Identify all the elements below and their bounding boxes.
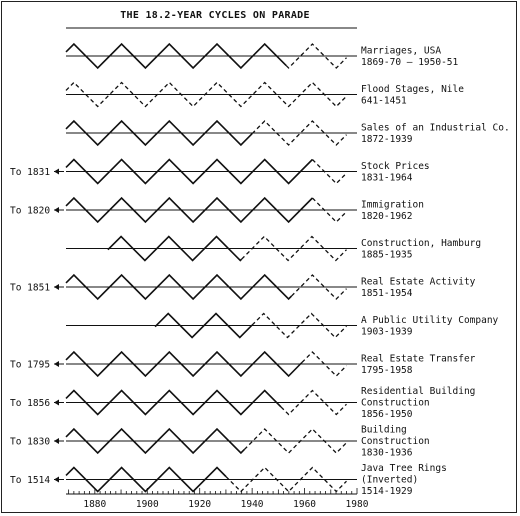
series-date-range: 1831-1964 <box>361 172 413 183</box>
series-line-solid <box>65 350 303 378</box>
series-date-range: 1856-1950 <box>361 409 413 420</box>
series-name: Immigration <box>361 199 424 210</box>
series-line-dashed <box>251 312 347 339</box>
series-name: Construction <box>361 436 430 447</box>
chart-title: THE 18.2-YEAR CYCLES ON PARADE <box>120 10 310 21</box>
series-name: (Inverted) <box>361 475 418 486</box>
series-date-range: 1851-1954 <box>361 288 413 299</box>
series-date-range: 1869-70 — 1950-51 <box>361 57 459 68</box>
series-line-dashed <box>291 274 347 300</box>
series-arrow-label: To 1851 <box>10 283 50 294</box>
series-date-range: 1885-1935 <box>361 249 412 260</box>
x-tick-label: 1900 <box>136 499 159 510</box>
series-name: Stock Prices <box>361 161 430 172</box>
series-date-range: 641-1451 <box>361 95 407 106</box>
series-row: Sales of an Industrial Co.1872-1939 <box>65 119 510 147</box>
series-arrow-label: To 1831 <box>10 167 50 178</box>
series-name: Construction, Hamburg <box>361 238 481 249</box>
arrow-left-icon <box>54 168 59 175</box>
series-line-dashed <box>251 120 347 146</box>
series-name: Flood Stages, Nile <box>361 84 464 95</box>
arrow-left-icon <box>54 284 59 290</box>
series-arrow-label: To 1795 <box>10 360 50 371</box>
series-date-range: 1820-1962 <box>361 211 412 222</box>
series-line-solid <box>65 466 227 493</box>
x-tick-label: 1920 <box>188 499 211 510</box>
series-line-dashed <box>311 197 347 223</box>
series-line-dashed <box>241 235 347 262</box>
series-line-solid <box>107 235 243 262</box>
series-line-dashed <box>243 428 347 454</box>
series-date-range: 1903-1939 <box>361 326 413 337</box>
series-line-dashed <box>280 389 347 416</box>
series-name: Marriages, USA <box>361 45 441 56</box>
x-tick-label: 1960 <box>293 499 316 510</box>
series-line-solid <box>65 273 293 301</box>
series-date-range: 1872-1939 <box>361 134 413 145</box>
series-name: Real Estate Transfer <box>361 353 476 364</box>
arrow-left-icon <box>54 476 59 483</box>
series-arrow-label: To 1830 <box>10 437 50 448</box>
series-line-solid <box>65 42 287 70</box>
x-tick-label: 1940 <box>241 499 264 510</box>
series-name: Sales of an Industrial Co. <box>361 122 510 133</box>
series-line-solid <box>65 427 245 455</box>
series-line-dashed <box>311 159 347 185</box>
series-row: To 1514 Java Tree Rings(Inverted)1514-192… <box>10 463 447 497</box>
arrow-left-icon <box>54 207 59 213</box>
series-line-solid <box>65 158 313 185</box>
series-arrow-label: To 1856 <box>10 398 50 409</box>
series-date-range: 1830-1936 <box>361 448 413 459</box>
arrow-left-icon <box>54 399 59 406</box>
series-date-range: 1514-1929 <box>361 486 413 497</box>
series-name: Java Tree Rings <box>361 463 447 474</box>
x-tick-label: 1980 <box>346 499 369 510</box>
series-line-solid <box>154 312 253 339</box>
arrow-left-icon <box>54 361 59 367</box>
series-line-solid <box>65 389 282 416</box>
x-tick-label: 1880 <box>83 499 106 510</box>
series-name: Construction <box>361 398 430 409</box>
series-name: Residential Building <box>361 386 475 397</box>
series-row: To 1856 Residential BuildingConstruction1… <box>10 386 475 420</box>
x-axis: 1880 1900 1920 1940 1960 1980 <box>66 488 369 510</box>
series-line-solid <box>65 196 313 224</box>
series-arrow-label: To 1820 <box>10 206 50 217</box>
arrow-left-icon <box>54 438 59 444</box>
series-date-range: 1795-1958 <box>361 365 413 376</box>
series-line-dashed <box>65 81 347 108</box>
series-line-dashed <box>301 351 347 377</box>
series-arrow-label: To 1514 <box>10 475 50 486</box>
series-name: Real Estate Activity <box>361 276 476 287</box>
series-line-dashed <box>285 43 347 69</box>
series-line-solid <box>65 119 253 147</box>
series-name: A Public Utility Company <box>361 315 499 326</box>
series-name: Building <box>361 425 407 436</box>
